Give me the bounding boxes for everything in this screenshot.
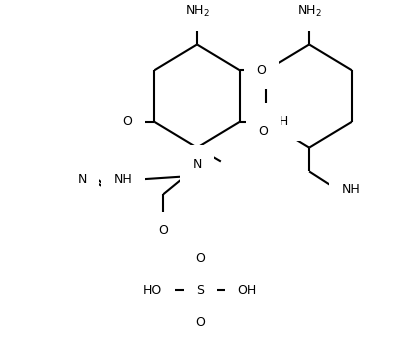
Text: NH$_2$: NH$_2$ <box>297 4 322 19</box>
Text: NH$_2$: NH$_2$ <box>184 4 209 19</box>
Text: OH: OH <box>269 115 289 128</box>
Text: NH: NH <box>342 183 360 196</box>
Text: S: S <box>196 284 204 297</box>
Text: O: O <box>257 64 266 77</box>
Text: O: O <box>195 252 205 265</box>
Text: N: N <box>77 173 87 186</box>
Text: NH: NH <box>114 173 133 186</box>
Text: O: O <box>195 316 205 329</box>
Text: O: O <box>259 125 268 138</box>
Text: O: O <box>123 115 133 128</box>
Text: OH: OH <box>238 284 257 297</box>
Text: HO: HO <box>143 284 162 297</box>
Text: N: N <box>192 157 202 170</box>
Text: O: O <box>158 224 168 237</box>
